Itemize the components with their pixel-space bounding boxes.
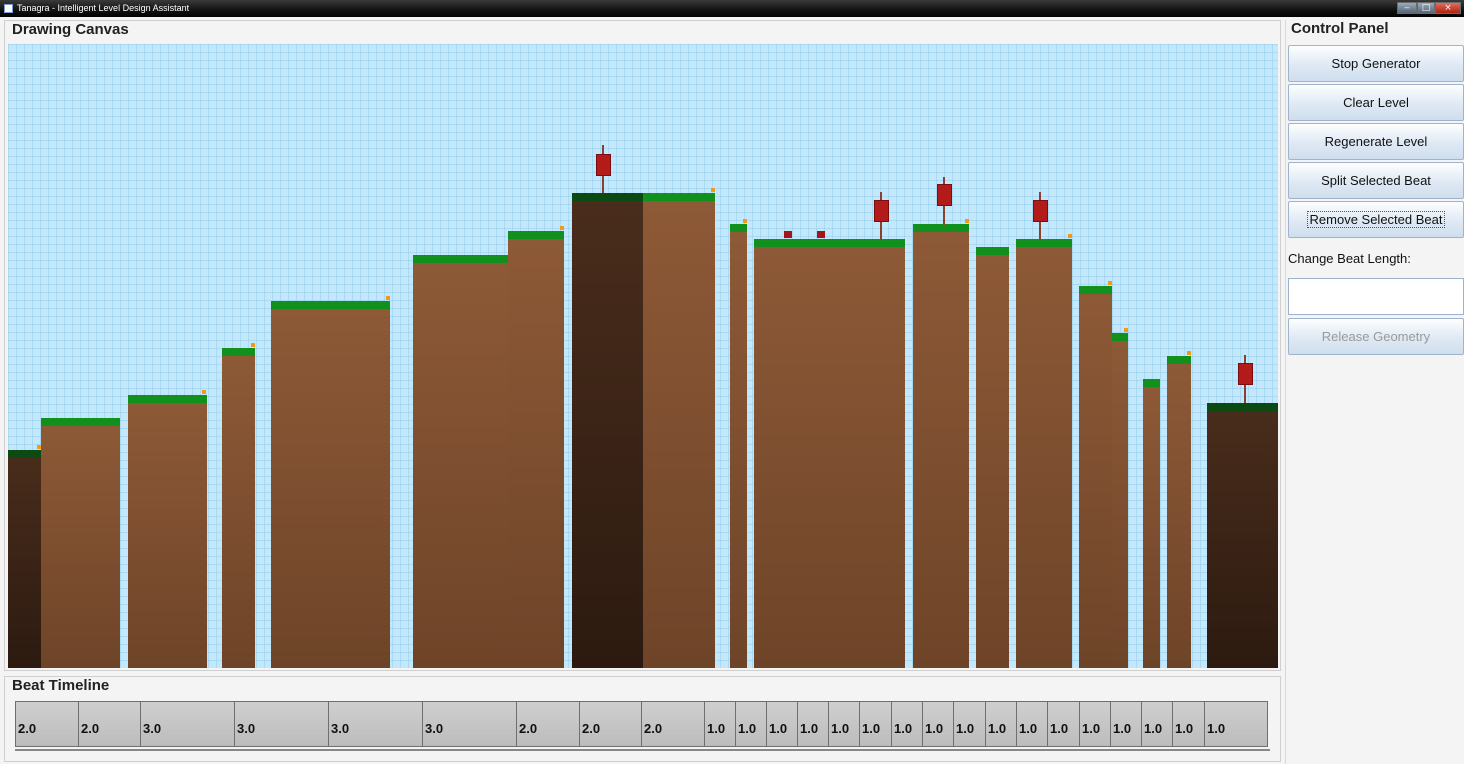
platform-column[interactable] (754, 239, 905, 668)
beat-cell[interactable]: 1.0 (1110, 701, 1141, 747)
spark-icon (1124, 328, 1128, 332)
coin-icon[interactable] (817, 231, 825, 238)
platform-column[interactable] (730, 224, 747, 668)
platform-column-selected[interactable] (572, 193, 643, 668)
beat-cell[interactable]: 1.0 (985, 701, 1016, 747)
beat-cell[interactable]: 3.0 (422, 701, 516, 747)
platform-column[interactable] (1016, 239, 1072, 668)
beat-cell[interactable]: 1.0 (1079, 701, 1110, 747)
spark-icon (743, 219, 747, 223)
platform-column[interactable] (913, 224, 969, 668)
spark-icon (560, 226, 564, 230)
beat-cell[interactable]: 1.0 (922, 701, 953, 747)
spark-icon (1068, 234, 1072, 238)
platform-column-selected[interactable] (1207, 403, 1278, 668)
app-icon (4, 4, 13, 13)
beat-cell[interactable]: 1.0 (766, 701, 797, 747)
minimize-button[interactable]: ‒ (1397, 2, 1417, 14)
spark-icon (37, 445, 41, 449)
close-button[interactable]: × (1435, 2, 1461, 14)
enemy-icon[interactable] (874, 200, 889, 222)
beat-cell[interactable]: 2.0 (516, 701, 579, 747)
clear-level-button[interactable]: Clear Level (1288, 84, 1464, 121)
beat-cell[interactable]: 1.0 (953, 701, 985, 747)
spark-icon (202, 390, 206, 394)
title-bar: Tanagra - Intelligent Level Design Assis… (0, 0, 1464, 17)
enemy-icon[interactable] (937, 184, 952, 206)
platform-column[interactable] (271, 301, 390, 668)
drawing-canvas-title: Drawing Canvas (9, 21, 132, 38)
platform-column[interactable] (222, 348, 255, 668)
remove-selected-beat-label: Remove Selected Beat (1306, 211, 1446, 228)
spark-icon (251, 343, 255, 347)
beat-cell[interactable]: 2.0 (641, 701, 704, 747)
beat-cell[interactable]: 1.0 (1047, 701, 1079, 747)
platform-column[interactable] (8, 450, 41, 668)
beat-cell[interactable]: 3.0 (234, 701, 328, 747)
spark-icon (965, 219, 969, 223)
enemy-icon[interactable] (1238, 363, 1253, 385)
platform-column[interactable] (1079, 286, 1112, 668)
spark-icon (711, 188, 715, 192)
beat-timeline-title: Beat Timeline (9, 677, 113, 694)
regenerate-level-button[interactable]: Regenerate Level (1288, 123, 1464, 160)
beat-timeline: 2.0 2.0 3.0 3.0 3.0 3.0 2.0 2.0 2.0 1.0 … (15, 701, 1270, 751)
beat-cell[interactable]: 2.0 (579, 701, 641, 747)
beat-cell[interactable]: 1.0 (704, 701, 735, 747)
maximize-button[interactable]: □ (1417, 2, 1435, 14)
platform-column[interactable] (976, 247, 1009, 668)
split-selected-beat-button[interactable]: Split Selected Beat (1288, 162, 1464, 199)
enemy-icon[interactable] (1033, 200, 1048, 222)
change-beat-length-label: Change Beat Length: (1288, 251, 1411, 266)
beat-cell[interactable]: 1.0 (1016, 701, 1047, 747)
platform-column[interactable] (413, 255, 508, 668)
beat-cell[interactable]: 2.0 (15, 701, 78, 747)
beat-cell[interactable]: 1.0 (1172, 701, 1204, 747)
level-canvas[interactable] (8, 44, 1278, 668)
beat-cell[interactable]: 1.0 (891, 701, 922, 747)
spark-icon (1187, 351, 1191, 355)
stop-generator-button[interactable]: Stop Generator (1288, 45, 1464, 82)
platform-column[interactable] (1167, 356, 1191, 668)
beat-cell[interactable]: 1.0 (797, 701, 828, 747)
platform-column[interactable] (1112, 333, 1128, 668)
beat-cell[interactable]: 1.0 (1141, 701, 1172, 747)
beat-cell[interactable]: 3.0 (328, 701, 422, 747)
beat-cell[interactable]: 1.0 (1204, 701, 1268, 747)
spark-icon (1108, 281, 1112, 285)
enemy-icon[interactable] (596, 154, 611, 176)
platform-column[interactable] (508, 231, 564, 668)
release-geometry-button[interactable]: Release Geometry (1288, 318, 1464, 355)
beat-cell[interactable]: 3.0 (140, 701, 234, 747)
window-title: Tanagra - Intelligent Level Design Assis… (17, 3, 190, 13)
platform-column[interactable] (643, 193, 715, 668)
drawing-canvas-panel: Drawing Canvas (4, 20, 1281, 671)
beat-cell[interactable]: 2.0 (78, 701, 140, 747)
beat-cell[interactable]: 1.0 (859, 701, 891, 747)
coin-icon[interactable] (784, 231, 792, 238)
beat-cell[interactable]: 1.0 (735, 701, 766, 747)
spark-icon (386, 296, 390, 300)
beat-cell[interactable]: 1.0 (828, 701, 859, 747)
beat-length-input[interactable] (1288, 278, 1464, 315)
remove-selected-beat-button[interactable]: Remove Selected Beat (1288, 201, 1464, 238)
beat-timeline-panel: Beat Timeline 2.0 2.0 3.0 3.0 3.0 3.0 2.… (4, 676, 1281, 762)
control-panel-title: Control Panel (1288, 20, 1392, 37)
platform-column[interactable] (41, 418, 120, 668)
platform-column[interactable] (128, 395, 207, 668)
platform-column[interactable] (1143, 379, 1160, 668)
control-panel: Control Panel Stop Generator Clear Level… (1285, 20, 1464, 764)
